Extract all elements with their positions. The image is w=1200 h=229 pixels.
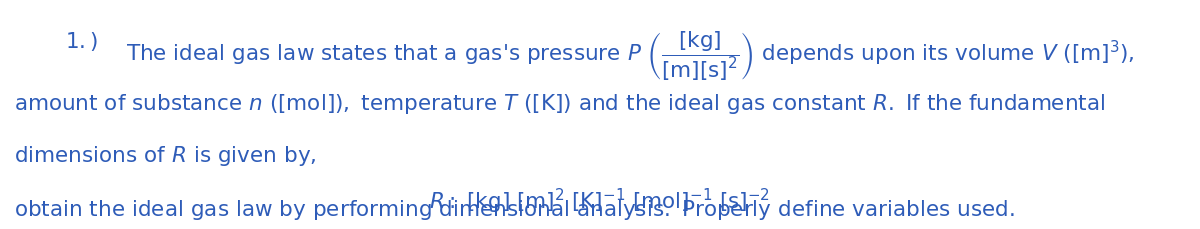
Text: $\mathrm{1.)}$: $\mathrm{1.)}$ xyxy=(65,30,98,53)
Text: $\mathrm{dimensions\ of}\ R\ \mathrm{is\ given\ by,}$: $\mathrm{dimensions\ of}\ R\ \mathrm{is\… xyxy=(14,144,317,168)
Text: $\mathrm{obtain\ the\ ideal\ gas\ law\ by\ performing\ dimensional\ analysis.\ P: $\mathrm{obtain\ the\ ideal\ gas\ law\ b… xyxy=(14,198,1015,222)
Text: $\mathrm{amount\ of\ substance}\ n\ \mathrm{([mol]),\ temperature}\ T\ \mathrm{(: $\mathrm{amount\ of\ substance}\ n\ \mat… xyxy=(14,92,1105,116)
Text: $\mathrm{The\ ideal\ gas\ law\ states\ that\ a\ gas\text{'}s\ pressure}\ P\ \lef: $\mathrm{The\ ideal\ gas\ law\ states\ t… xyxy=(126,30,1134,83)
Text: $R\mathrm{:\ [kg]\ [m]^{2}\ [K]^{-1}\ [mol]^{-1}\ [s]^{-2}}$: $R\mathrm{:\ [kg]\ [m]^{2}\ [K]^{-1}\ [m… xyxy=(430,187,770,216)
